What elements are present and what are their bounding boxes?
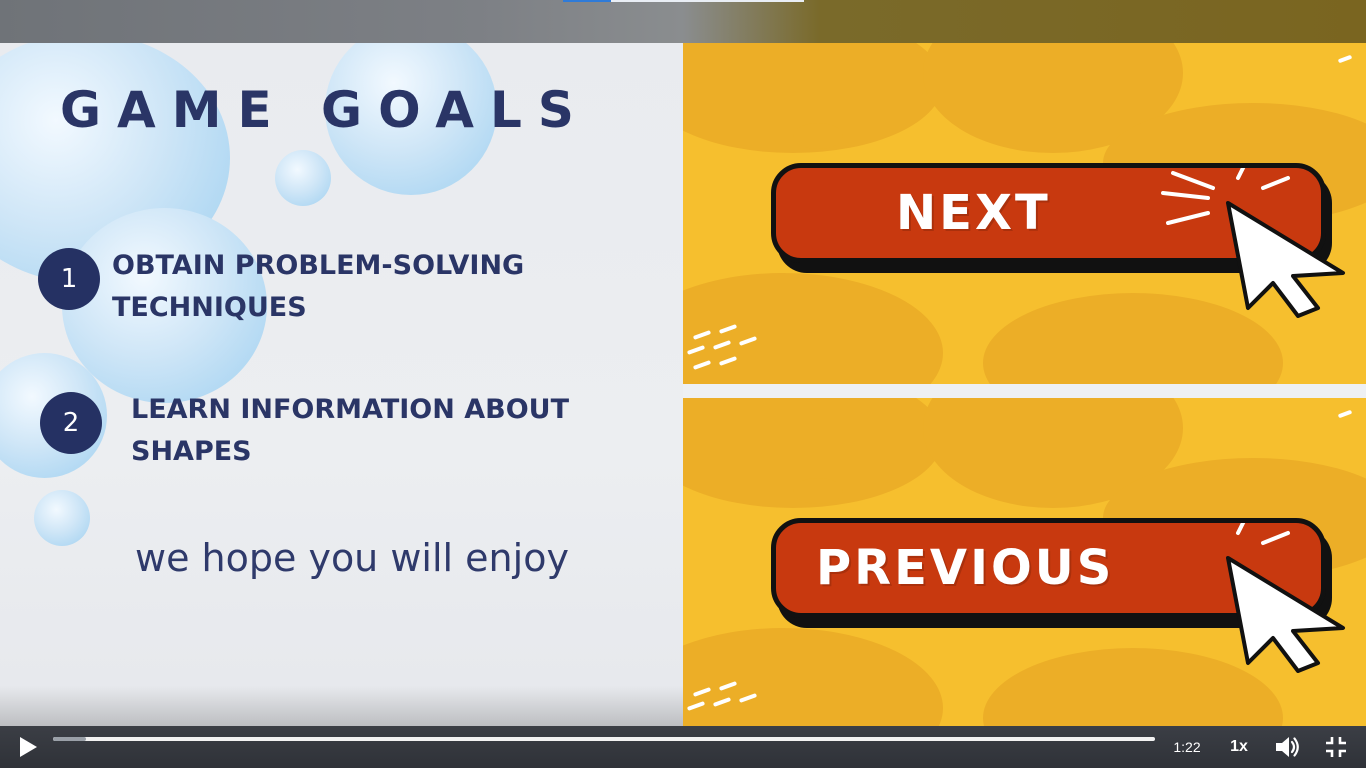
slide-subtitle: we hope you will enjoy [135,536,569,580]
play-button[interactable] [10,726,46,768]
video-top-strip [0,0,1366,43]
game-goals-slide: GAME GOALS 1 OBTAIN PROBLEM-SOLVING TECH… [0,43,683,726]
mouse-pointer-icon [1226,523,1345,673]
goal-number-2: 2 [40,392,102,454]
background-blob [793,123,843,149]
goal-text-1: OBTAIN PROBLEM-SOLVING TECHNIQUES [112,250,525,323]
decorative-bubble [34,490,90,546]
player-controls: 1:22 1x [0,726,1366,768]
top-indicator-blue [563,0,611,2]
previous-button[interactable]: PREVIOUS [771,518,1326,618]
goal-number-1: 1 [38,248,100,310]
volume-icon [1276,737,1299,757]
background-blob [793,478,843,504]
current-time: 1:22 [1173,739,1201,755]
volume-button[interactable] [1272,726,1304,768]
decorative-dash [1337,409,1353,419]
progress-bar[interactable] [53,737,1155,741]
decorative-bubble [325,43,497,195]
slide-title: GAME GOALS [60,81,590,139]
goal-text-2: LEARN INFORMATION ABOUT SHAPES [131,394,570,467]
progress-played [53,737,87,741]
next-button-label: NEXT [896,185,1051,241]
background-blob [683,628,943,726]
decorative-bubble [62,208,267,403]
previous-button-label: PREVIOUS [816,540,1115,596]
playback-speed-button[interactable]: 1x [1230,738,1248,755]
play-icon [20,737,37,757]
previous-panel: PREVIOUS [683,398,1366,726]
top-indicator-white [611,0,804,2]
next-panel: NEXT [683,43,1366,384]
decorative-dash [1337,54,1353,64]
exit-fullscreen-button[interactable] [1320,726,1352,768]
exit-fullscreen-icon [1326,737,1346,757]
slide-bottom-shade [0,686,683,726]
panel-divider [683,384,1366,398]
decorative-bubble [275,150,331,206]
mouse-pointer-icon [1161,168,1345,318]
